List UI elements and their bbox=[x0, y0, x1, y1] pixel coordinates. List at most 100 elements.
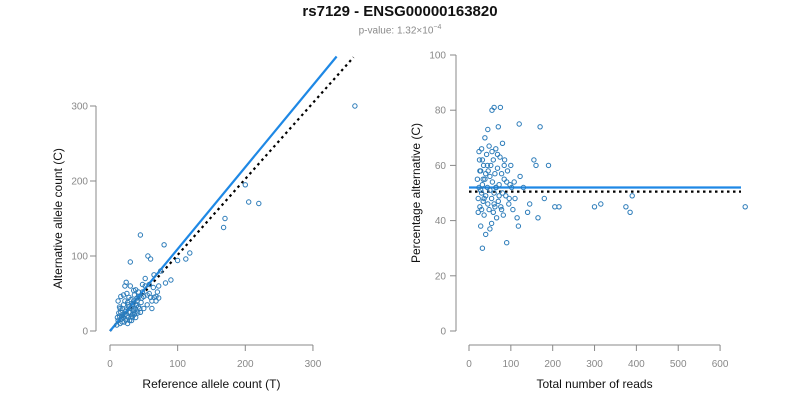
data-point bbox=[142, 275, 148, 282]
data-point bbox=[220, 224, 227, 231]
left-panel: 0 100 200 300 Reference allele count (T) 0 100… bbox=[51, 55, 358, 391]
data-point bbox=[627, 209, 633, 216]
data-point bbox=[504, 179, 510, 185]
data-point bbox=[478, 190, 485, 196]
data-point bbox=[131, 298, 137, 304]
data-point bbox=[145, 253, 151, 259]
y-tick-label: 40 bbox=[435, 216, 447, 227]
data-point bbox=[506, 201, 512, 207]
data-point bbox=[493, 184, 499, 191]
data-point bbox=[222, 215, 228, 222]
data-point bbox=[187, 250, 193, 256]
data-point bbox=[121, 319, 127, 325]
data-point bbox=[487, 187, 493, 193]
data-point bbox=[501, 162, 507, 169]
data-point bbox=[484, 162, 491, 169]
data-point bbox=[127, 259, 134, 265]
data-point bbox=[489, 179, 496, 185]
data-point bbox=[147, 294, 154, 300]
data-point bbox=[478, 187, 484, 193]
data-point bbox=[133, 302, 140, 309]
data-point bbox=[482, 176, 488, 182]
data-point bbox=[161, 242, 167, 248]
data-point bbox=[491, 201, 497, 207]
data-point bbox=[489, 148, 495, 155]
data-point bbox=[541, 195, 547, 202]
data-point bbox=[125, 302, 132, 308]
data-point bbox=[533, 162, 539, 169]
chart-subtitle: p-value: 1.32×10−4 bbox=[0, 24, 800, 36]
data-point bbox=[591, 204, 598, 210]
data-point bbox=[123, 279, 129, 285]
data-point bbox=[506, 195, 512, 202]
data-point bbox=[504, 240, 510, 246]
data-point bbox=[598, 201, 604, 207]
data-point bbox=[131, 287, 137, 294]
data-point bbox=[479, 245, 486, 251]
data-point bbox=[120, 292, 127, 298]
chart-title: rs7129 - ENSG00000163820 bbox=[302, 3, 498, 20]
data-point bbox=[483, 171, 489, 177]
y-tick-label: 20 bbox=[435, 271, 447, 282]
data-point bbox=[515, 223, 522, 229]
data-point bbox=[494, 165, 501, 171]
data-point bbox=[492, 171, 498, 177]
data-point bbox=[137, 309, 144, 315]
data-point bbox=[497, 104, 504, 111]
data-point bbox=[135, 289, 142, 295]
data-point bbox=[129, 314, 136, 321]
data-point bbox=[490, 209, 496, 216]
y-tick-label: 0 bbox=[82, 327, 88, 338]
data-point bbox=[496, 182, 502, 188]
data-point bbox=[126, 294, 132, 300]
data-point bbox=[137, 232, 144, 238]
data-point bbox=[495, 198, 501, 205]
x-tick-label: 0 bbox=[107, 359, 113, 370]
data-point bbox=[490, 157, 496, 163]
data-point bbox=[475, 209, 481, 216]
data-point bbox=[556, 204, 562, 210]
data-point bbox=[158, 268, 164, 274]
data-point bbox=[134, 295, 140, 301]
x-tick-label: 600 bbox=[712, 359, 729, 370]
data-point bbox=[127, 283, 134, 289]
data-point bbox=[138, 299, 144, 306]
data-point bbox=[480, 162, 487, 169]
data-point bbox=[488, 220, 495, 227]
data-point bbox=[124, 313, 130, 319]
data-point bbox=[535, 215, 541, 221]
data-point bbox=[156, 283, 162, 289]
data-point bbox=[256, 200, 262, 207]
data-point bbox=[629, 193, 635, 199]
data-point bbox=[352, 103, 358, 109]
data-point bbox=[156, 295, 162, 301]
data-point bbox=[485, 168, 491, 174]
pvalue-exponent: −4 bbox=[433, 24, 442, 31]
data-point bbox=[146, 281, 152, 288]
data-point bbox=[537, 124, 543, 130]
data-point bbox=[126, 317, 133, 324]
y-tick-label: 200 bbox=[71, 177, 88, 188]
data-point bbox=[493, 146, 499, 152]
data-point bbox=[494, 151, 501, 158]
reference-line bbox=[109, 56, 355, 332]
data-point bbox=[742, 204, 748, 210]
data-point bbox=[174, 257, 181, 264]
y-tick-label: 300 bbox=[71, 102, 88, 113]
data-point bbox=[128, 305, 134, 312]
y-tick-label: 100 bbox=[429, 51, 446, 62]
data-point bbox=[478, 223, 484, 229]
data-point bbox=[477, 168, 483, 174]
data-point bbox=[508, 162, 514, 169]
data-point bbox=[497, 154, 503, 160]
data-point bbox=[501, 157, 508, 163]
data-point bbox=[483, 151, 490, 158]
data-point bbox=[141, 293, 147, 300]
y-axis-label: Percentage alternative (C) bbox=[409, 123, 423, 263]
x-tick-label: 200 bbox=[237, 359, 254, 370]
data-point bbox=[147, 256, 154, 262]
y-tick-label: 60 bbox=[435, 161, 447, 172]
data-point bbox=[483, 231, 489, 238]
data-point bbox=[491, 104, 497, 111]
